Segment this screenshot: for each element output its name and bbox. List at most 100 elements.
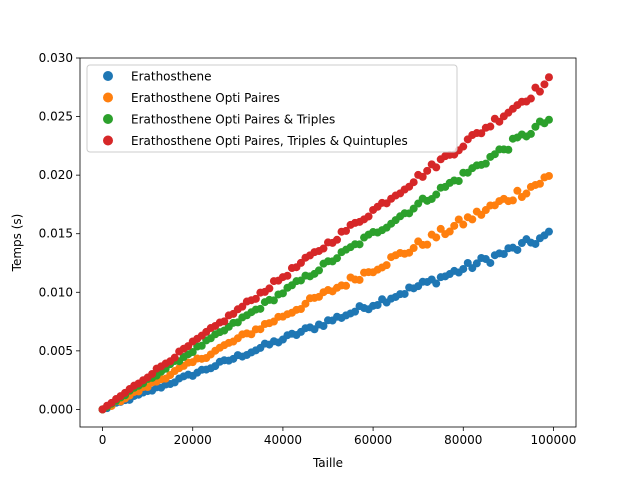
x-tick-label: 100000 bbox=[531, 433, 577, 447]
data-point bbox=[188, 348, 197, 357]
data-point bbox=[418, 172, 427, 181]
data-point bbox=[486, 122, 495, 131]
y-tick-label: 0.030 bbox=[39, 51, 73, 65]
data-point bbox=[544, 227, 553, 236]
data-point bbox=[535, 87, 544, 96]
data-point bbox=[256, 325, 265, 334]
data-point bbox=[351, 307, 360, 316]
data-point bbox=[364, 212, 373, 221]
series-4 bbox=[98, 73, 553, 414]
data-point bbox=[355, 240, 364, 249]
data-point bbox=[400, 289, 409, 298]
data-point bbox=[450, 221, 459, 230]
y-tick-label: 0.005 bbox=[39, 344, 73, 358]
data-point bbox=[301, 299, 310, 308]
x-tick-label: 40000 bbox=[264, 433, 302, 447]
data-point bbox=[283, 271, 292, 280]
x-axis-label: Taille bbox=[312, 456, 343, 470]
data-point bbox=[540, 80, 549, 89]
legend-marker bbox=[103, 71, 113, 81]
plot-frame bbox=[79, 57, 577, 428]
data-point bbox=[526, 129, 535, 138]
data-point bbox=[481, 159, 490, 168]
data-point bbox=[432, 279, 441, 288]
x-tick-label: 0 bbox=[99, 433, 107, 447]
x-tick-label: 60000 bbox=[354, 433, 392, 447]
data-point bbox=[265, 284, 274, 293]
y-tick-label: 0.010 bbox=[39, 285, 73, 299]
data-point bbox=[513, 186, 522, 195]
data-point bbox=[459, 142, 468, 151]
data-point bbox=[535, 179, 544, 188]
data-point bbox=[445, 227, 454, 236]
data-point bbox=[544, 171, 553, 180]
data-point bbox=[531, 239, 540, 248]
data-point bbox=[409, 244, 418, 253]
data-point bbox=[319, 321, 328, 330]
data-point bbox=[454, 177, 463, 186]
data-point bbox=[409, 178, 418, 187]
data-point bbox=[499, 250, 508, 259]
legend-label: Erathosthene bbox=[131, 70, 211, 84]
data-point bbox=[382, 261, 391, 270]
data-point bbox=[170, 353, 179, 362]
data-point bbox=[314, 266, 323, 275]
data-point bbox=[432, 190, 441, 199]
data-point bbox=[504, 145, 513, 154]
data-point bbox=[486, 258, 495, 267]
legend-marker bbox=[103, 92, 113, 103]
legend-label: Erathosthene Opti Paires, Triples & Quin… bbox=[131, 134, 408, 148]
data-point bbox=[432, 163, 441, 172]
data-point bbox=[296, 258, 305, 267]
data-point bbox=[463, 258, 472, 267]
data-point bbox=[544, 115, 553, 124]
data-point bbox=[333, 254, 342, 263]
data-point bbox=[355, 275, 364, 284]
data-point bbox=[472, 259, 481, 268]
data-point bbox=[296, 305, 305, 313]
data-point bbox=[544, 73, 553, 82]
data-point bbox=[432, 233, 441, 242]
data-point bbox=[423, 166, 432, 175]
data-point bbox=[477, 129, 486, 138]
x-axis-ticks: 0 20000 40000 60000 80000 100000 bbox=[99, 427, 577, 447]
legend-marker bbox=[103, 114, 113, 124]
y-axis-ticks: 0.000 0.005 0.010 0.015 0.020 0.025 0.030 bbox=[39, 51, 80, 416]
data-point bbox=[468, 215, 477, 224]
y-tick-label: 0.000 bbox=[39, 402, 73, 416]
data-point bbox=[342, 226, 351, 235]
data-point bbox=[251, 294, 260, 303]
data-point bbox=[148, 369, 157, 378]
data-point bbox=[319, 244, 328, 253]
data-point bbox=[459, 264, 468, 273]
data-point bbox=[373, 301, 382, 309]
x-tick-label: 80000 bbox=[444, 433, 482, 447]
data-point bbox=[238, 302, 247, 311]
data-point bbox=[423, 240, 432, 249]
data-point bbox=[531, 122, 540, 131]
data-point bbox=[526, 94, 535, 103]
series-2 bbox=[98, 171, 553, 414]
y-tick-label: 0.020 bbox=[39, 168, 73, 182]
data-point bbox=[220, 317, 229, 326]
data-point bbox=[269, 296, 278, 305]
data-point bbox=[256, 304, 265, 313]
data-point bbox=[436, 224, 445, 233]
y-tick-label: 0.015 bbox=[39, 227, 73, 241]
y-tick-label: 0.025 bbox=[39, 110, 73, 124]
data-point bbox=[495, 117, 504, 126]
data-point bbox=[513, 245, 522, 254]
legend-marker bbox=[103, 135, 113, 146]
data-point bbox=[278, 289, 287, 298]
data-point bbox=[459, 220, 468, 229]
x-tick-label: 20000 bbox=[174, 433, 212, 447]
data-point bbox=[342, 281, 351, 290]
data-point bbox=[522, 189, 531, 198]
legend-box bbox=[86, 64, 458, 153]
y-axis-label: Temps (s) bbox=[10, 214, 24, 273]
data-point bbox=[333, 235, 342, 244]
legend-label: Erathosthene Opti Paires bbox=[131, 91, 280, 105]
legend-label: Erathosthene Opti Paires & Triples bbox=[131, 113, 335, 127]
legend: Erathosthene Erathosthene Opti Paires Erat… bbox=[86, 64, 458, 153]
